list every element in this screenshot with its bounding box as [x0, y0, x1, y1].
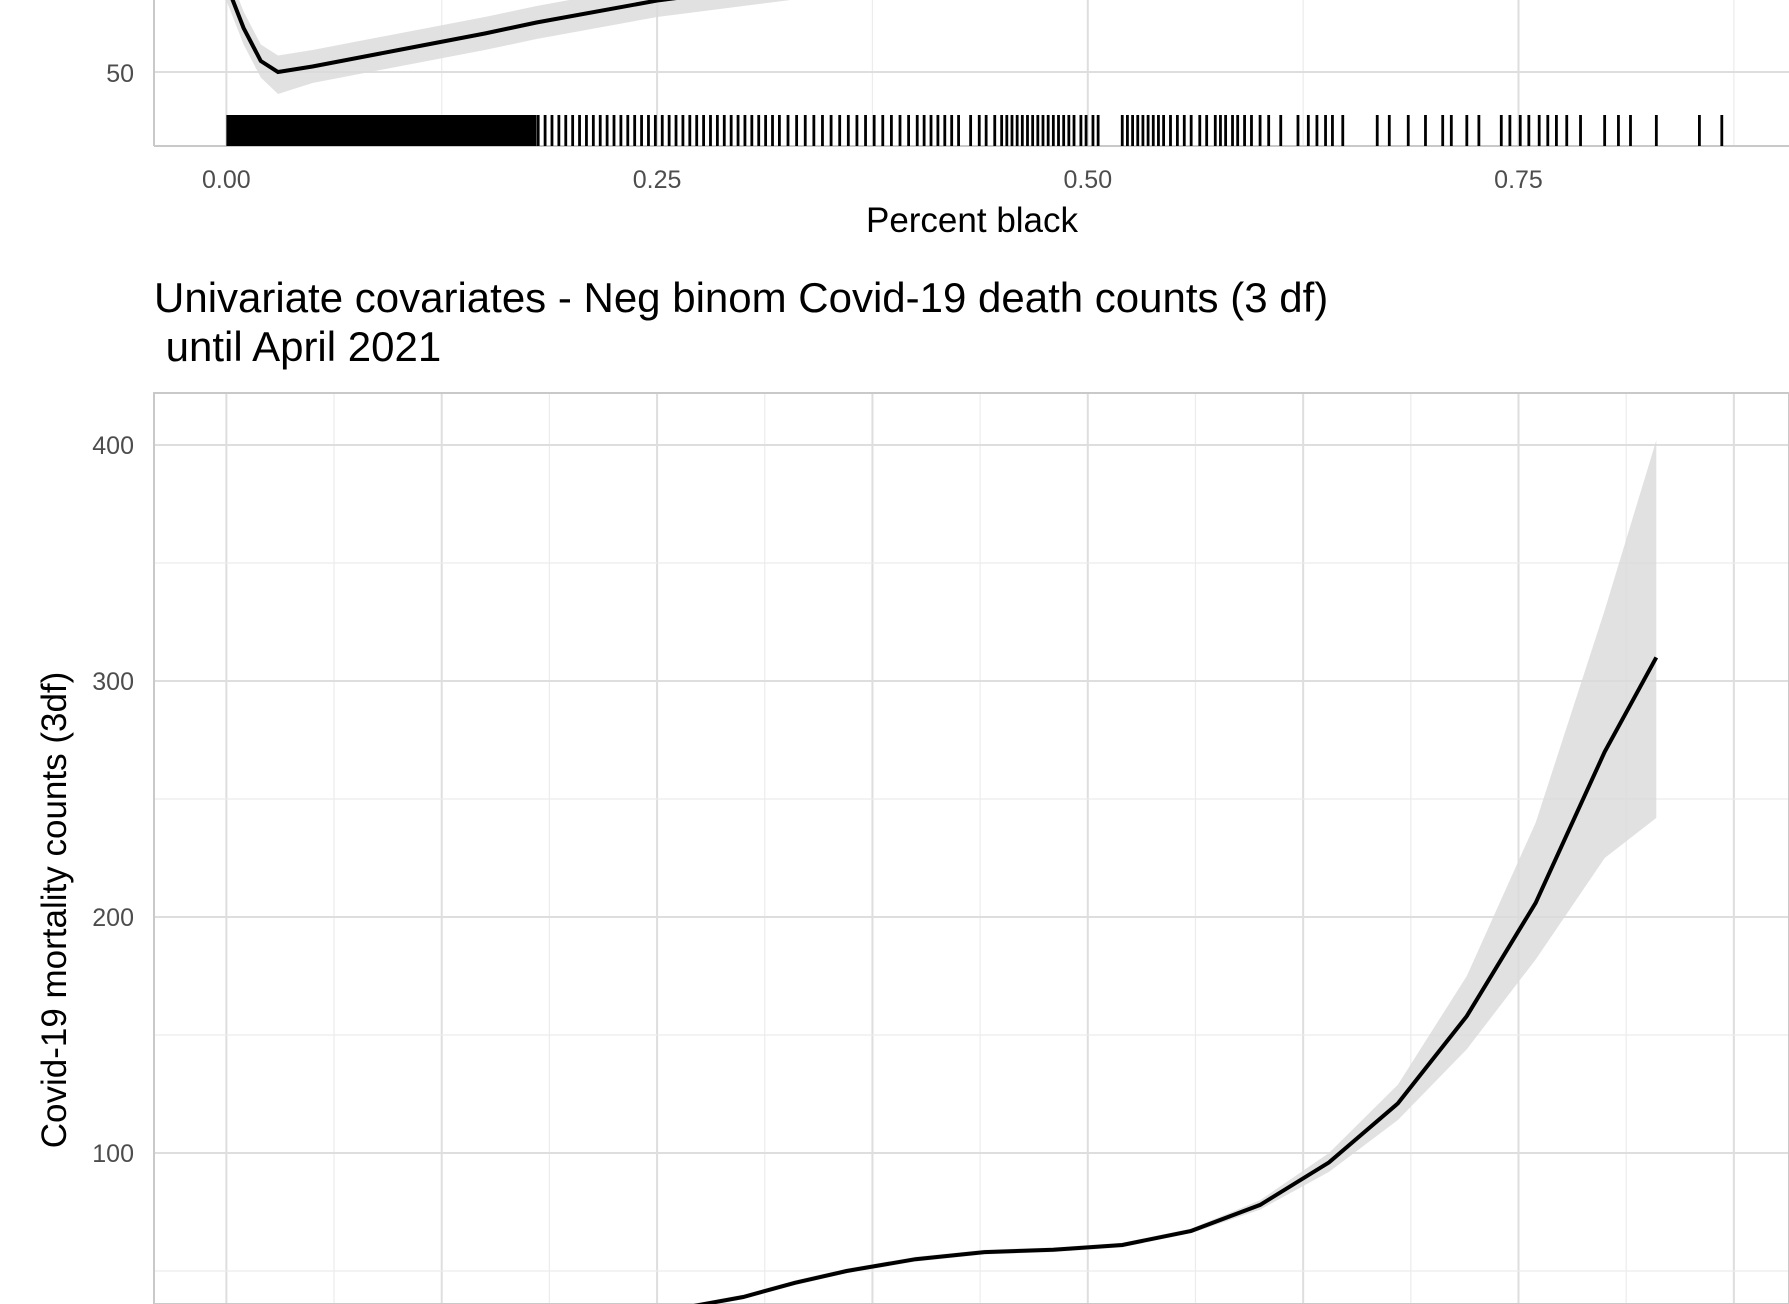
top-y-tick-label: 50 — [106, 60, 134, 88]
top-x-tick-label: 0.50 — [1063, 166, 1112, 194]
bottom-y-tick-label: 300 — [92, 668, 134, 696]
bottom-panel: Univariate covariates - Neg binom Covid-… — [35, 274, 1789, 1304]
bottom-y-axis-title: Covid-19 mortality counts (3df) — [35, 672, 74, 1149]
plot-title-line2: until April 2021 — [154, 323, 441, 370]
rug-dense-block — [226, 115, 537, 146]
bottom-gridlines — [153, 392, 1789, 1304]
top-x-tick-labels: 0.00 0.25 0.50 0.75 — [202, 166, 1543, 194]
top-y-tick-labels: 50 — [106, 60, 134, 88]
top-x-tick-label: 0.25 — [633, 166, 682, 194]
bottom-fitted-curve — [693, 656, 1659, 1304]
plot-title: Univariate covariates - Neg binom Covid-… — [154, 274, 1328, 321]
bottom-confidence-band — [691, 440, 1657, 1304]
bottom-y-tick-labels: 100 200 300 400 — [92, 432, 134, 1168]
top-rug-marks — [226, 115, 1724, 146]
top-x-tick-label: 0.00 — [202, 166, 251, 194]
top-fitted-curve — [230, 0, 677, 75]
bottom-y-tick-label: 100 — [92, 1140, 134, 1168]
top-confidence-band — [226, 0, 791, 94]
top-x-tick-label: 0.75 — [1494, 166, 1543, 194]
bottom-y-tick-label: 400 — [92, 432, 134, 460]
top-panel: 50 0.00 0.25 0.50 0.75 Percent black — [106, 0, 1789, 240]
top-x-axis-title: Percent black — [866, 201, 1079, 240]
bottom-y-tick-label: 200 — [92, 904, 134, 932]
